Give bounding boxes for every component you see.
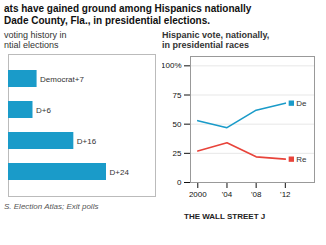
svg-text:Democrat+7: Democrat+7 (40, 75, 84, 84)
svg-text:100%: 100% (162, 61, 182, 70)
svg-text:0: 0 (177, 178, 182, 187)
html-text:S. Election Atlas; Exit polls: S. Election Atlas; Exit polls (4, 202, 99, 211)
svg-text:D+6: D+6 (36, 106, 51, 115)
svg-text:75: 75 (173, 91, 182, 100)
svg-text:'04: '04 (222, 190, 233, 199)
svg-text:D+16: D+16 (77, 137, 97, 146)
svg-text:D+24: D+24 (110, 168, 130, 177)
svg-text:De: De (296, 99, 307, 108)
html-text:Hispanic vote, nationally,: Hispanic vote, nationally, (162, 30, 270, 40)
html-text:voting history in: voting history in (4, 30, 67, 40)
svg-text:25: 25 (173, 149, 182, 158)
html-text:THE WALL STREET J: THE WALL STREET J (184, 212, 266, 221)
html-text:Dade County, Fla., in presiden: Dade County, Fla., in presidential elect… (4, 15, 210, 26)
svg-text:'08: '08 (251, 190, 262, 199)
svg-text:Re: Re (296, 155, 307, 164)
html-text:ats have gained ground among H: ats have gained ground among Hispanics n… (4, 3, 252, 14)
svg-text:50: 50 (173, 120, 182, 129)
html-text:ntial elections: ntial elections (4, 40, 59, 50)
svg-text:2000: 2000 (189, 190, 207, 199)
html-text:in presidential races: in presidential races (162, 40, 249, 50)
svg-text:'12: '12 (280, 190, 291, 199)
